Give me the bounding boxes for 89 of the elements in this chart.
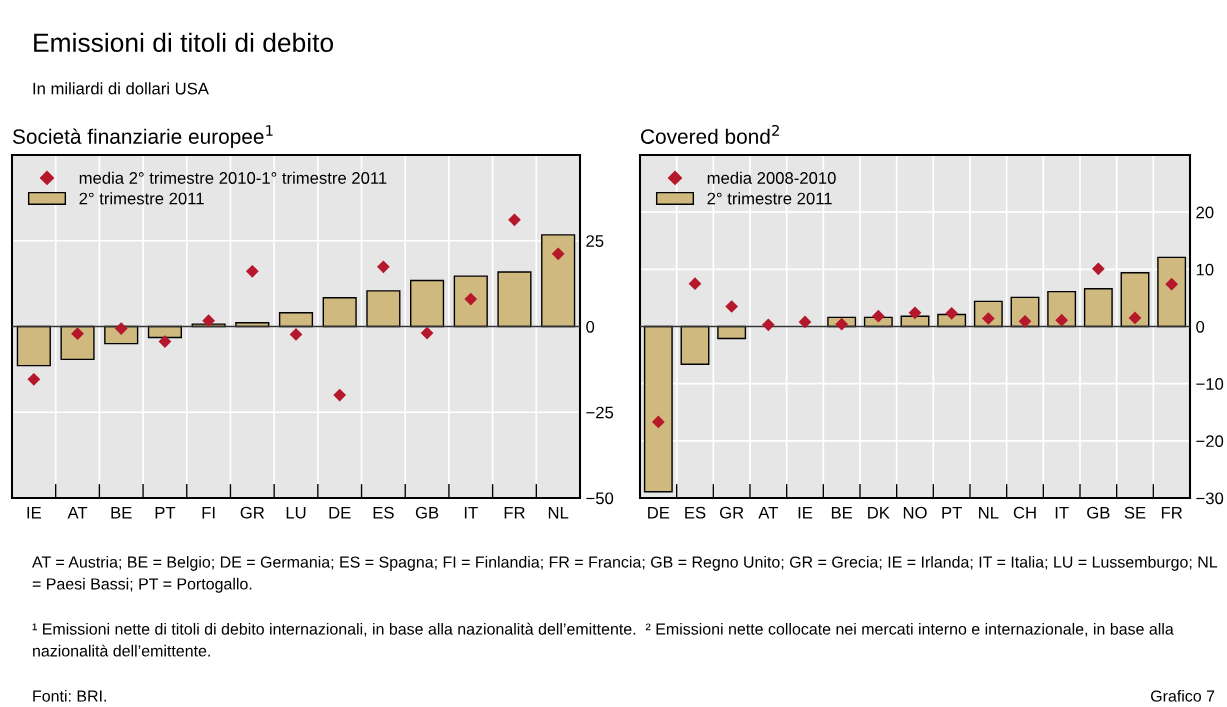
point — [27, 372, 41, 386]
x-tick-label: IT — [1055, 506, 1069, 519]
x-tick-label: AT — [758, 506, 778, 519]
x-tick-label: DE — [648, 506, 670, 519]
point — [377, 260, 390, 274]
x-tick-label: AT — [67, 506, 88, 519]
point — [333, 388, 347, 402]
legend-label: 2° trimestre 2011 — [79, 192, 204, 205]
x-tick-label: IE — [798, 506, 813, 519]
x-tick-label: GB — [1087, 506, 1110, 519]
y-tick-label: −10 — [1196, 378, 1224, 390]
bar — [497, 271, 532, 328]
x-tick-label: SE — [1124, 506, 1146, 519]
x-tick-label: BE — [111, 506, 132, 519]
bar — [1120, 272, 1150, 328]
x-tick-label: GB — [415, 506, 439, 519]
point — [420, 326, 434, 340]
x-tick-label: FR — [504, 506, 525, 519]
point — [761, 318, 775, 332]
point — [245, 264, 259, 278]
y-tick-label: 0 — [1196, 320, 1205, 333]
chart-title: Società finanziarie europee$^{1}$ — [12, 125, 273, 149]
legend-label: media 2008-2010 — [707, 171, 836, 184]
point — [1128, 311, 1142, 325]
point — [1165, 277, 1179, 291]
point — [551, 247, 565, 261]
bar — [1047, 290, 1077, 328]
bar — [409, 279, 445, 328]
y-tick-label: −20 — [1196, 435, 1224, 448]
point — [508, 213, 521, 227]
chart-title: Covered bond$^{2}$ — [641, 124, 779, 144]
point — [908, 306, 922, 320]
text: ¹ Emissioni nette di titoli di debito internazionali, in base alla nazionalità dell’emittente. ² Emissioni nette collocate nei mercati interno e internazionale, in base alla nazionalità dell’emittente. — [32, 622, 1174, 657]
x-tick-label: FR — [1161, 506, 1182, 519]
point — [1091, 262, 1105, 276]
y-tick-label: 0 — [586, 320, 595, 333]
point — [798, 315, 812, 329]
text: Fonti: BRI. — [33, 690, 106, 702]
point — [651, 415, 665, 429]
x-tick-label: PT — [155, 506, 176, 519]
x-tick-label: IE — [27, 506, 41, 519]
legend-label: 2° trimestre 2011 — [707, 192, 832, 205]
bar — [16, 325, 51, 367]
y-tick-label: 25 — [586, 235, 604, 247]
x-tick-label: NL — [548, 506, 569, 519]
x-tick-label: DE — [329, 506, 351, 519]
x-tick-label: NO — [903, 506, 927, 519]
x-tick-label: CH — [1013, 506, 1036, 519]
x-tick-label: ES — [685, 506, 706, 519]
x-tick-label: NL — [979, 506, 999, 519]
x-tick-label: ES — [373, 506, 394, 519]
point — [871, 309, 885, 323]
point — [945, 306, 959, 320]
text: AT = Austria; BE = Belgio; DE = Germania; ES = Spagna; FI = Finlandia; FR = Francia; GB = Regno Unito; GR = Grecia; IE = Irlanda; IT = Italia; LU = Lussemburgo; NL = Paesi Bassi; PT = Portogallo. — [32, 556, 1218, 593]
point — [1018, 314, 1032, 328]
y-tick-label: 20 — [1196, 206, 1214, 219]
bar — [1157, 256, 1187, 328]
point — [1055, 313, 1069, 327]
x-tick-label: GR — [240, 506, 265, 519]
bar — [278, 312, 314, 328]
bar — [541, 234, 576, 328]
x-tick-label: IT — [464, 506, 478, 519]
bar — [322, 296, 357, 328]
text: In miliardi di dollari USA — [33, 82, 209, 95]
point — [725, 300, 739, 313]
x-tick-label: DK — [868, 506, 890, 519]
bar — [1083, 288, 1113, 328]
point — [835, 317, 849, 331]
y-tick-label: −50 — [586, 492, 614, 505]
bar — [60, 325, 95, 361]
bar — [366, 290, 401, 328]
x-tick-label: GR — [720, 506, 744, 519]
legend-label: media 2° trimestre 2010-1° trimestre 2011 — [79, 171, 387, 184]
bar — [453, 275, 488, 328]
y-tick-label: −25 — [586, 406, 614, 419]
point — [202, 314, 215, 328]
point — [158, 335, 172, 348]
text: Emissioni di titoli di debito — [34, 32, 334, 53]
text: Grafico 7 — [1151, 690, 1215, 702]
bar — [680, 325, 710, 365]
x-tick-label: BE — [831, 506, 853, 519]
point — [71, 327, 84, 341]
x-tick-label: FI — [202, 506, 215, 519]
y-tick-label: 10 — [1196, 263, 1214, 276]
x-tick-label: LU — [286, 506, 306, 519]
y-tick-label: −30 — [1196, 492, 1224, 505]
bar — [643, 325, 673, 493]
x-tick-label: PT — [942, 506, 962, 519]
bar — [717, 325, 747, 340]
